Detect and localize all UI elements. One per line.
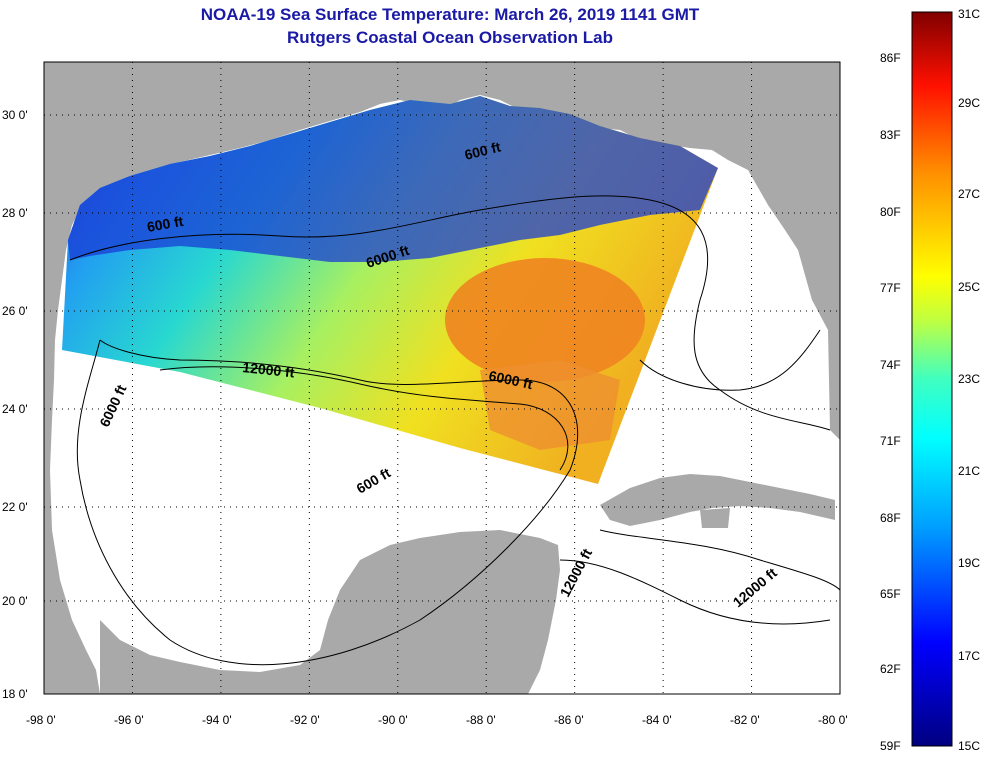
- cb-c-label: 15C: [958, 739, 980, 753]
- lon-label: -86 0': [554, 713, 584, 727]
- lat-label: 24 0': [2, 402, 28, 416]
- lon-label: -96 0': [114, 713, 144, 727]
- cb-f-label: 65F: [880, 587, 901, 601]
- contour-florida-shelf: [639, 329, 821, 391]
- sst-cold-band: [68, 96, 718, 262]
- map-title: NOAA-19 Sea Surface Temperature: March 2…: [200, 5, 700, 24]
- colorbar: [911, 11, 953, 747]
- cb-c-label: 25C: [958, 280, 980, 294]
- contour-6000ft: [76, 339, 579, 666]
- map-subtitle: Rutgers Coastal Ocean Observation Lab: [287, 28, 613, 47]
- map-frame: [43, 61, 841, 695]
- contour-12000ft: [159, 366, 569, 471]
- cb-c-label: 21C: [958, 464, 980, 478]
- lon-label: -92 0': [290, 713, 320, 727]
- cb-c-label: 19C: [958, 556, 980, 570]
- land-island: [700, 508, 730, 528]
- cb-f-label: 71F: [880, 434, 901, 448]
- contour-caribbean: [559, 559, 831, 625]
- contour-caribbean-2: [599, 529, 840, 591]
- lat-label: 28 0': [2, 206, 28, 220]
- depth-label: 600 ft: [146, 213, 185, 235]
- cb-c-label: 29C: [958, 96, 980, 110]
- lat-label: 18 0': [2, 687, 28, 701]
- land-cuba: [600, 474, 835, 526]
- longitude-axis: -98 0' -96 0' -94 0' -92 0' -90 0' -88 0…: [26, 713, 848, 727]
- cb-c-label: 23C: [958, 372, 980, 386]
- cb-f-label: 59F: [880, 739, 901, 753]
- contour-600ft: [69, 195, 831, 431]
- cb-f-label: 68F: [880, 511, 901, 525]
- cb-f-label: 80F: [880, 205, 901, 219]
- cb-f-label: 74F: [880, 358, 901, 372]
- cb-f-label: 62F: [880, 662, 901, 676]
- lon-label: -88 0': [466, 713, 496, 727]
- lon-label: -82 0': [730, 713, 760, 727]
- lat-label: 22 0': [2, 500, 28, 514]
- cb-f-label: 77F: [880, 281, 901, 295]
- lon-label: -98 0': [26, 713, 56, 727]
- depth-label: 12000 ft: [242, 359, 296, 380]
- cb-f-label: 86F: [880, 51, 901, 65]
- cb-f-label: 83F: [880, 128, 901, 142]
- cb-c-label: 27C: [958, 187, 980, 201]
- lon-label: -80 0': [818, 713, 848, 727]
- latitude-axis: 30 0' 28 0' 26 0' 24 0' 22 0' 20 0' 18 0…: [2, 108, 28, 701]
- lon-label: -90 0': [378, 713, 408, 727]
- warm-loop: [480, 360, 620, 450]
- cb-c-label: 31C: [958, 7, 980, 21]
- graticule: [44, 62, 840, 694]
- land-mexico: [100, 530, 560, 694]
- warm-eddy: [445, 258, 645, 382]
- lat-label: 20 0': [2, 594, 28, 608]
- lat-label: 26 0': [2, 304, 28, 318]
- lat-label: 30 0': [2, 108, 28, 122]
- lon-label: -84 0': [642, 713, 672, 727]
- colorbar-fahrenheit-labels: 86F 83F 80F 77F 74F 71F 68F 65F 62F 59F: [880, 51, 901, 753]
- cb-c-label: 17C: [958, 649, 980, 663]
- colorbar-celsius-labels: 31C 29C 27C 25C 23C 21C 19C 17C 15C: [958, 7, 980, 753]
- lon-label: -94 0': [202, 713, 232, 727]
- land-us: [44, 62, 840, 694]
